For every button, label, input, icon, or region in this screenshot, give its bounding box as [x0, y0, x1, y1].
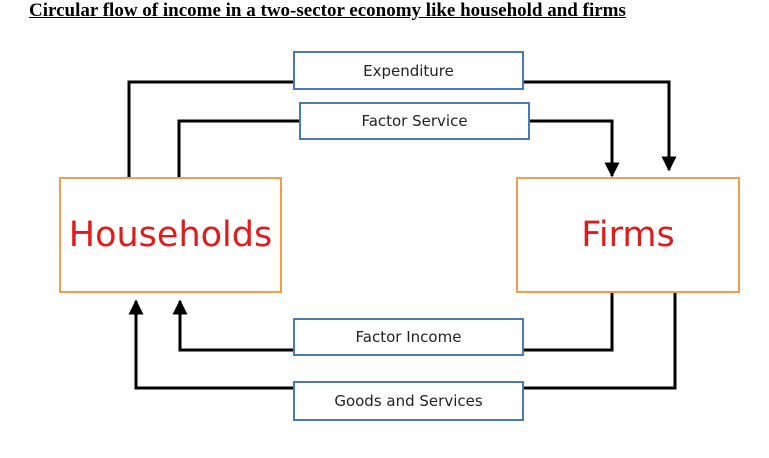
factor-income-flow-arrow [523, 293, 614, 352]
factor-service-label-box: Factor Service [299, 102, 530, 140]
expenditure-label: Expenditure [363, 61, 454, 80]
factor-service-flow-arrow-head [529, 119, 620, 178]
page-title: Circular flow of income in a two-sector … [29, 0, 626, 21]
households-label: Households [68, 215, 273, 255]
expenditure-label-box: Expenditure [293, 51, 524, 90]
goods-services-flow-arrow [523, 293, 677, 390]
firms-box: Firms [516, 177, 740, 293]
factor-income-flow-arrow-head [172, 299, 294, 352]
firms-label: Firms [581, 215, 675, 255]
expenditure-flow-arrow [127, 80, 294, 178]
goods-services-label-box: Goods and Services [293, 381, 524, 421]
factor-income-label: Factor Income [355, 328, 462, 346]
households-box: Households [59, 177, 282, 293]
expenditure-flow-arrow-head [523, 80, 677, 172]
factor-service-flow-arrow [177, 119, 300, 178]
factor-service-label: Factor Service [361, 112, 468, 130]
factor-income-label-box: Factor Income [293, 318, 524, 356]
goods-services-flow-arrow-head [128, 299, 294, 390]
goods-services-label: Goods and Services [334, 392, 483, 410]
